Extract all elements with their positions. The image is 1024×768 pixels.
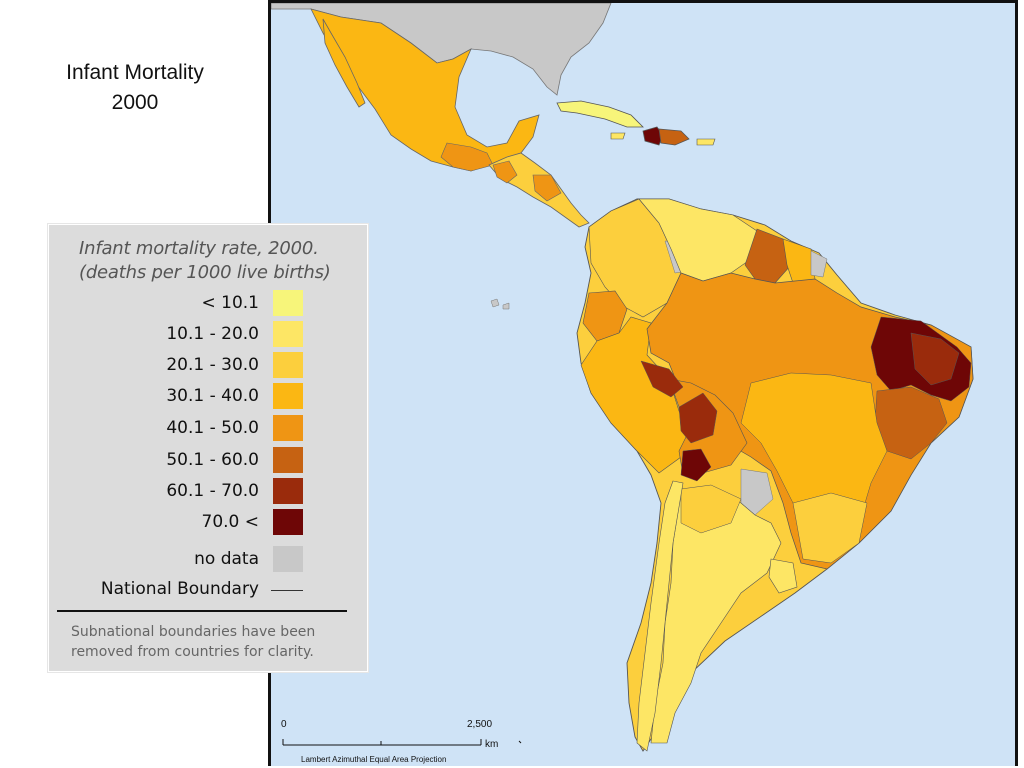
choropleth-map [271, 3, 1015, 766]
region-baja [322, 18, 366, 108]
region-brazil-south [792, 492, 868, 564]
legend-swatch [273, 447, 303, 473]
region-argentina [650, 488, 782, 744]
legend-row: 10.1 - 20.0 [49, 320, 367, 350]
scale-end-label: 2,500 [467, 719, 493, 730]
region-bolivia-high [678, 392, 718, 444]
legend-swatch [273, 509, 303, 535]
region-cuba [556, 100, 644, 128]
legend-swatch [273, 383, 303, 409]
region-galapagos [490, 298, 510, 310]
region-uruguay [768, 558, 798, 594]
legend-divider [57, 610, 347, 612]
legend-title-line-2: (deaths per 1000 live births) [79, 262, 331, 283]
legend-row: < 10.1 [49, 289, 367, 319]
region-french-guiana [810, 250, 828, 278]
legend-label: no data [194, 549, 259, 569]
scale-start-label: 0 [281, 719, 287, 730]
legend-label: 50.1 - 60.0 [166, 450, 259, 470]
legend-label: 60.1 - 70.0 [166, 481, 259, 501]
slide-title: Infant Mortality 2000 [30, 58, 240, 118]
legend-swatch [273, 546, 303, 572]
projection-label: Lambert Azimuthal Equal Area Projection [301, 755, 447, 764]
legend-row: 30.1 - 40.0 [49, 382, 367, 412]
region-brazil-ne-2 [910, 332, 960, 386]
region-argentina-north [680, 484, 742, 534]
region-venezuela [638, 198, 758, 282]
legend-label: 40.1 - 50.0 [166, 418, 259, 438]
region-chile [636, 480, 684, 752]
legend-title-line-1: Infant mortality rate, 2000. [79, 238, 319, 259]
slide-title-line-2: 2000 [111, 91, 159, 114]
legend-boundary-line [271, 590, 303, 591]
region-mexico-south [440, 142, 494, 172]
region-jamaica [610, 132, 626, 140]
legend-label: 70.0 < [201, 512, 260, 532]
legend-label: 30.1 - 40.0 [166, 386, 259, 406]
region-guatemala [492, 160, 518, 184]
legend-swatch [273, 290, 303, 316]
scale-bar [282, 739, 522, 746]
slide-title-line-1: Infant Mortality [66, 61, 204, 84]
legend-swatch [273, 321, 303, 347]
region-dominican-rep [658, 128, 690, 146]
legend-row: 40.1 - 50.0 [49, 414, 367, 444]
legend-note: Subnational boundaries have been removed… [71, 624, 316, 660]
region-andes-max [680, 448, 712, 482]
legend-boundary-label: National Boundary [100, 579, 259, 599]
legend-swatch [273, 415, 303, 441]
legend-row: 50.1 - 60.0 [49, 446, 367, 476]
legend-row: 60.1 - 70.0 [49, 477, 367, 507]
region-paraguay-nodata [740, 468, 774, 516]
region-mexico [310, 8, 540, 172]
region-nicaragua [532, 174, 562, 202]
legend-label: 20.1 - 30.0 [166, 355, 259, 375]
region-puerto-rico [696, 138, 716, 146]
legend-row: 20.1 - 30.0 [49, 351, 367, 381]
legend-label: 10.1 - 20.0 [166, 324, 259, 344]
legend-title: Infant mortality rate, 2000. (deaths per… [79, 237, 331, 285]
legend-swatch [273, 478, 303, 504]
region-peru-high [640, 360, 684, 398]
legend-row: 70.0 < [49, 508, 367, 538]
legend-row-nodata: no data [49, 545, 367, 575]
map-frame: 0 2,500 km Lambert Azimuthal Equal Area … [268, 0, 1018, 766]
legend-row-boundary: National Boundary [49, 575, 367, 605]
legend-swatch [273, 352, 303, 378]
scale-unit-label: km [485, 739, 499, 750]
legend: Infant mortality rate, 2000. (deaths per… [48, 224, 368, 672]
legend-label: < 10.1 [201, 293, 260, 313]
